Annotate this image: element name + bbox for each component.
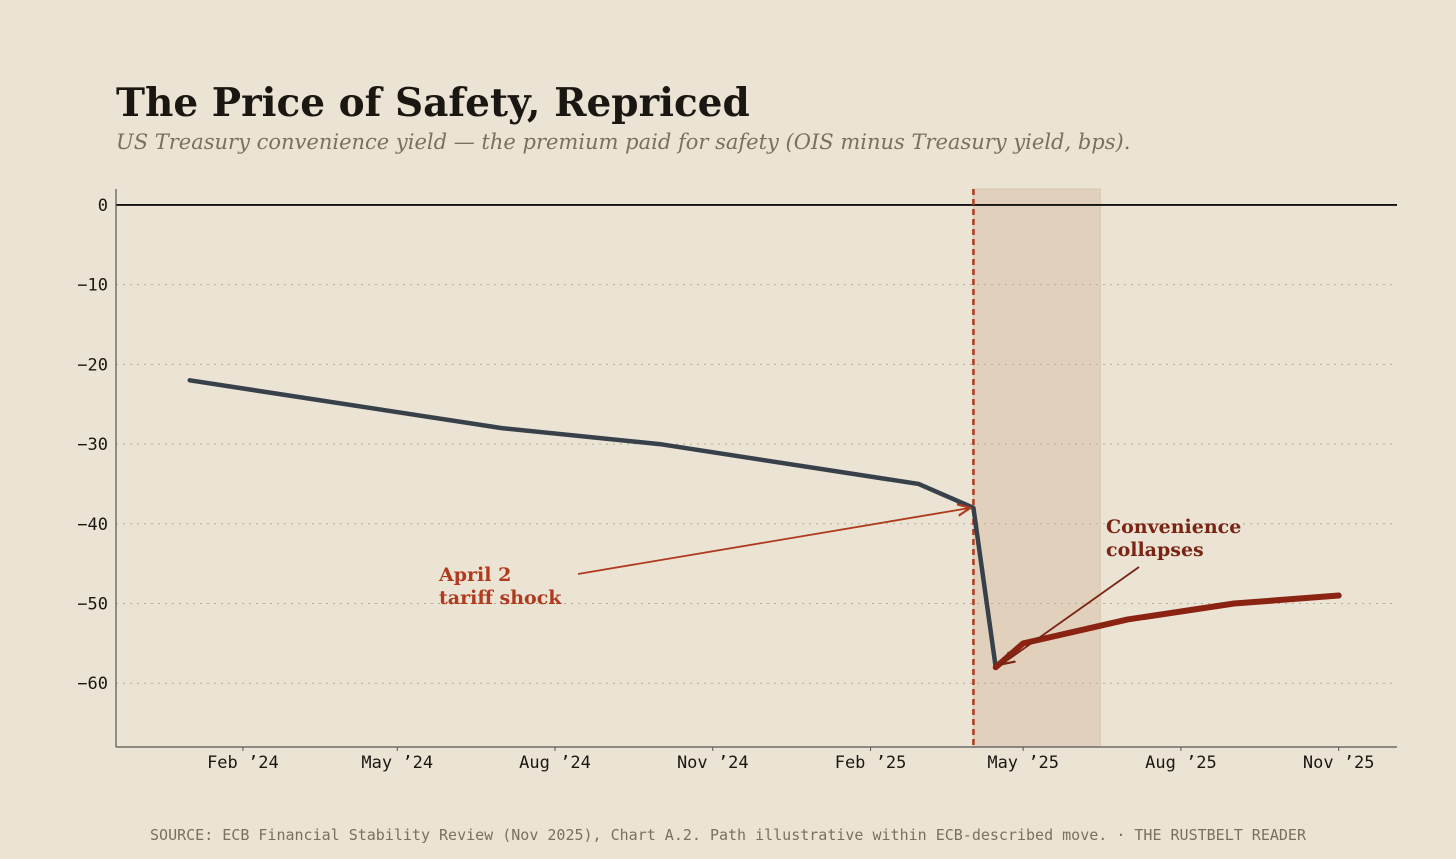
chart-title: The Price of Safety, Repriced <box>116 80 750 126</box>
data-line <box>992 592 1342 671</box>
x-tick-label: May ’24 <box>361 753 433 773</box>
shaded-period <box>972 188 1101 748</box>
y-tick-label: −30 <box>77 435 108 455</box>
annotation-arrow <box>1002 566 1140 664</box>
annotation-text: Convenience <box>1106 516 1241 538</box>
y-tick-label: −60 <box>77 674 108 694</box>
x-tick-label: Nov ’24 <box>677 753 749 773</box>
x-tick-label: Feb ’25 <box>835 753 907 773</box>
y-tick-label: −50 <box>77 595 108 615</box>
x-tick-label: May ’25 <box>987 753 1059 773</box>
chart-subtitle: US Treasury convenience yield — the prem… <box>116 130 1130 154</box>
y-tick-label: −10 <box>77 276 108 296</box>
annotation-text: collapses <box>1106 539 1204 561</box>
x-tick-label: Nov ’25 <box>1303 753 1375 773</box>
y-tick-label: −40 <box>77 515 108 535</box>
annotation-arrow <box>577 508 970 575</box>
y-tick-label: −20 <box>77 355 108 375</box>
x-tick-label: Aug ’24 <box>519 753 591 773</box>
annotation-text: tariff shock <box>439 587 562 609</box>
x-tick-label: Feb ’24 <box>207 753 279 773</box>
x-tick-label: Aug ’25 <box>1145 753 1217 773</box>
source-note: SOURCE: ECB Financial Stability Review (… <box>150 826 1307 844</box>
y-tick-label: 0 <box>98 196 108 216</box>
data-line <box>187 378 998 670</box>
annotation-text: April 2 <box>438 564 511 586</box>
